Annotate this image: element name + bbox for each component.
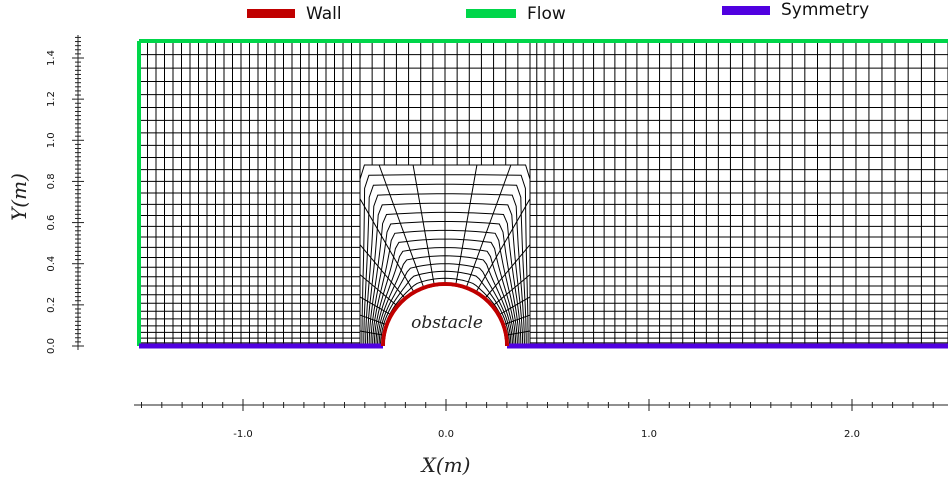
legend-wall-swatch — [247, 9, 295, 18]
mesh-line — [359, 244, 406, 299]
x-axis-title: X(m) — [420, 453, 471, 477]
mesh-line — [498, 296, 531, 316]
mesh-line — [455, 164, 478, 286]
mesh-line — [484, 244, 531, 299]
y-tick-label: 1.0 — [46, 132, 57, 148]
mesh-line — [475, 198, 531, 293]
y-tick-label: 0.6 — [46, 215, 57, 231]
x-axis: -1.0 0.0 1.0 2.0 — [134, 399, 948, 440]
legend-symmetry-label: Symmetry — [781, 0, 870, 20]
x-tick-label: 1.0 — [641, 429, 657, 440]
y-tick-label: 0.4 — [46, 256, 57, 272]
obstacle-interior — [385, 286, 505, 346]
mesh-line — [359, 198, 415, 293]
y-tick-label: 1.4 — [46, 50, 57, 66]
y-tick-label: 0.2 — [46, 297, 57, 313]
boundary-lines — [137, 39, 948, 349]
legend-flow-swatch — [466, 9, 516, 18]
mesh-line — [359, 296, 392, 316]
y-axis: 0.0 0.2 0.4 0.6 0.8 1.0 1.2 1.4 — [46, 35, 84, 354]
mesh-line — [359, 314, 387, 326]
obstacle-label: obstacle — [411, 313, 483, 333]
mesh-line — [412, 164, 435, 286]
y-tick-label: 0.0 — [46, 338, 57, 354]
legend-flow-label: Flow — [527, 4, 566, 24]
mesh-line — [492, 274, 531, 307]
mesh-line — [505, 330, 531, 336]
y-tick-label: 1.2 — [46, 91, 57, 107]
x-tick-label: 0.0 — [438, 429, 454, 440]
x-tick-label: -1.0 — [233, 429, 253, 440]
y-axis-title: Y(m) — [7, 173, 31, 221]
mesh-line — [359, 274, 398, 307]
legend-symmetry-swatch — [722, 6, 770, 15]
mesh-line — [359, 330, 385, 336]
mesh-line — [503, 314, 531, 326]
y-tick-label: 0.8 — [46, 173, 57, 189]
computational-mesh — [138, 40, 948, 347]
mesh-line — [378, 164, 425, 288]
x-tick-label: 2.0 — [844, 429, 860, 440]
legend-wall-label: Wall — [306, 4, 342, 24]
mesh-line — [465, 164, 512, 288]
